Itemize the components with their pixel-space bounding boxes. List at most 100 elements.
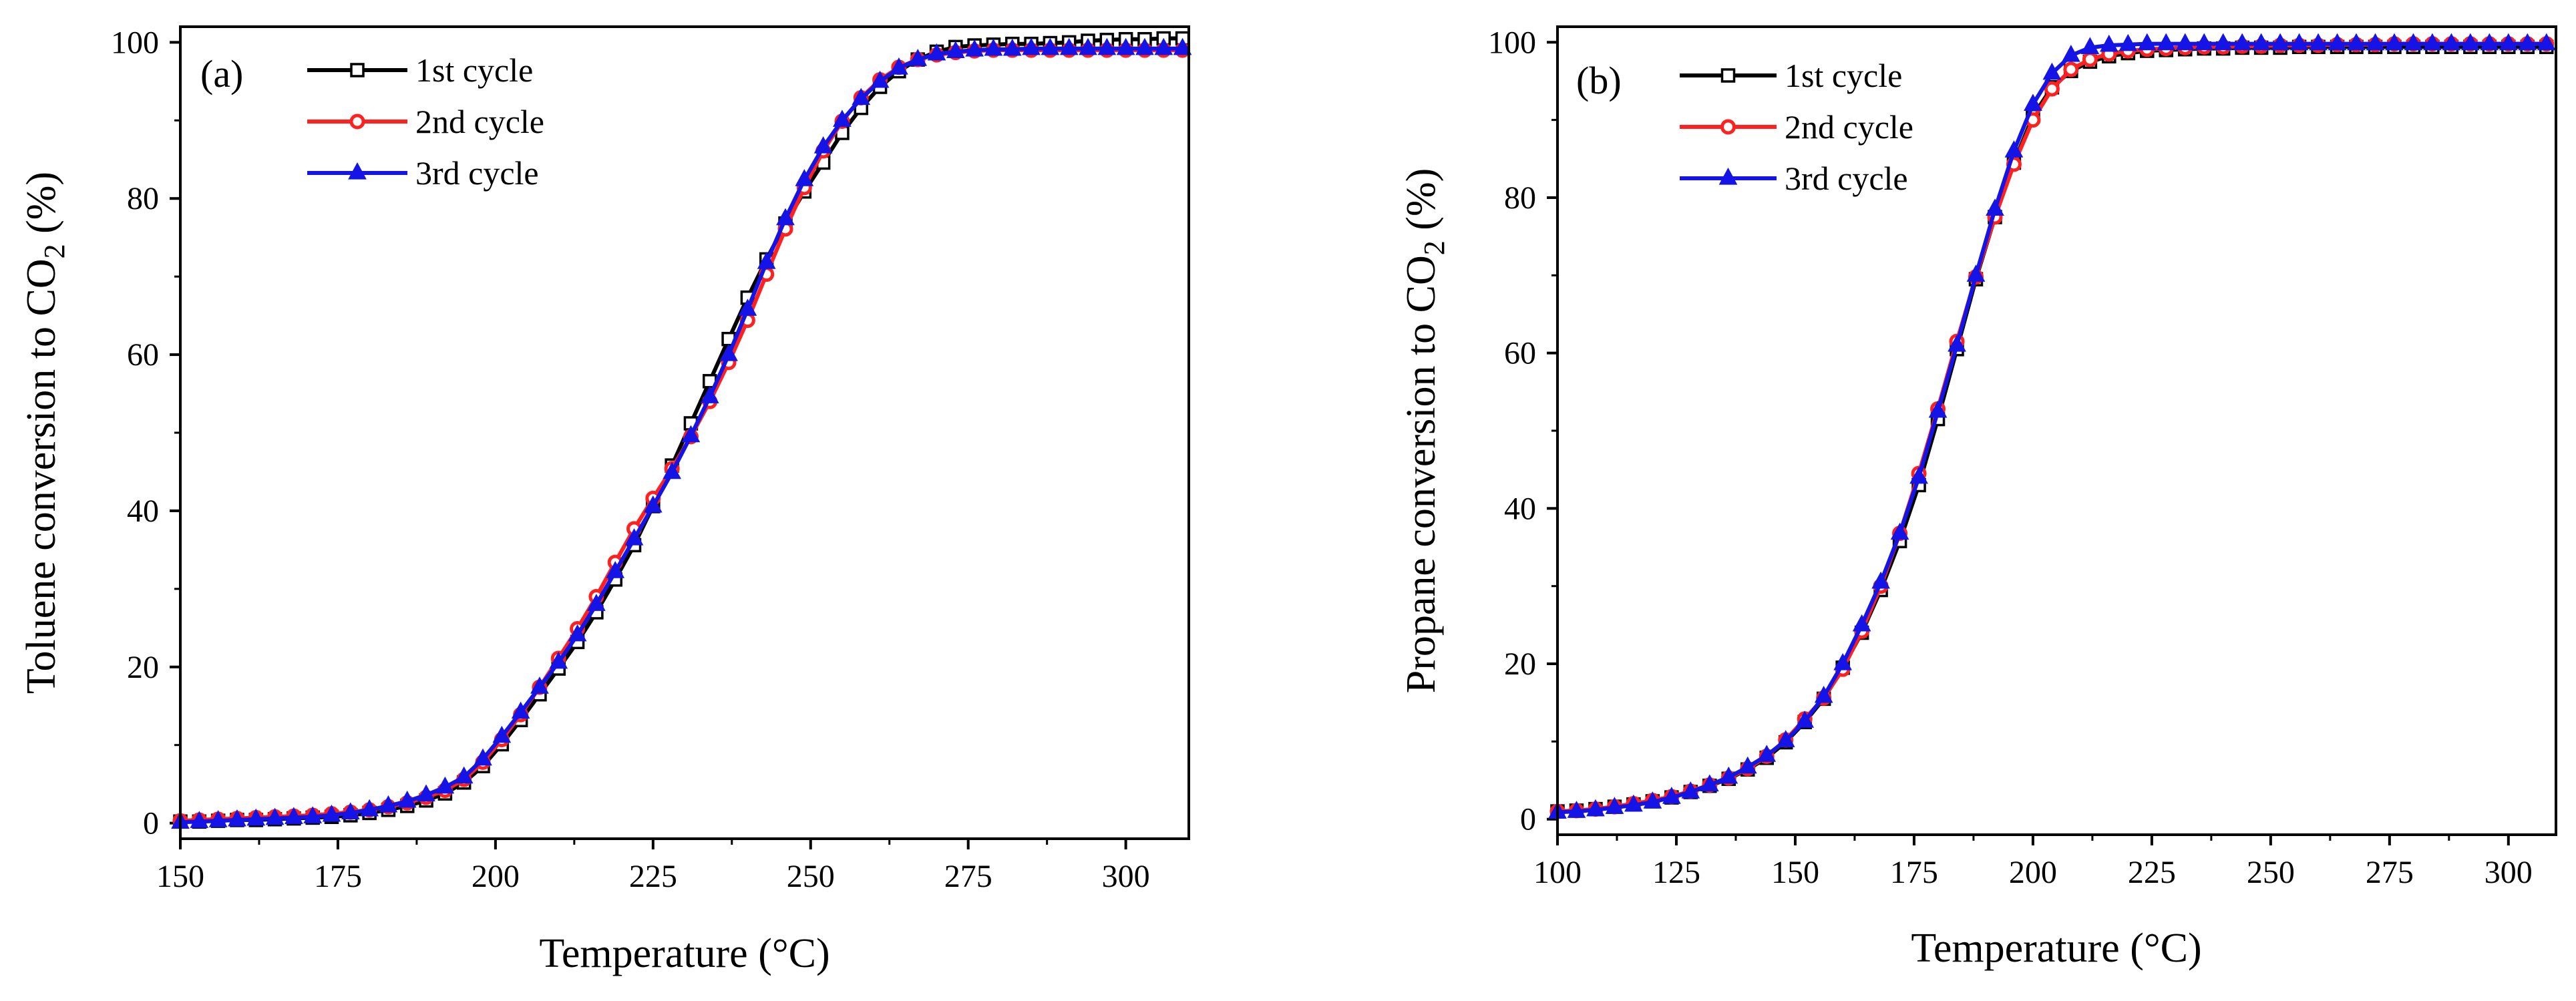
panel-b-point-3rd-cycle [2004,140,2024,158]
panel-b-point-3rd-cycle [2461,33,2480,51]
panel-b-point-3rd-cycle [1643,791,1662,809]
panel-a-point-3rd-cycle [606,561,625,578]
panel-a-legend-marker-1st-cycle [350,63,365,77]
panel-b-point-3rd-cycle [1662,787,1681,804]
panel-b-point-3rd-cycle [1928,400,1948,418]
panel-a-point-3rd-cycle [246,808,266,826]
panel-a-point-3rd-cycle [984,38,1003,56]
panel-a-point-3rd-cycle [360,799,379,817]
panel-b-label: (b) [1576,59,1622,102]
panel-a-y-tick-label: 40 [127,493,159,529]
panel-a-point-3rd-cycle [587,594,606,611]
panel-b-point-3rd-cycle [2137,33,2157,51]
panel-a-point-3rd-cycle [285,807,303,825]
panel-b-series-3rd-cycle [1548,33,2556,819]
panel-a-series-3rd-cycle [171,37,1192,829]
panel-a-point-3rd-cycle [663,461,681,479]
panel-b-legend-label-3rd-cycle: 3rd cycle [1785,160,1908,197]
panel-a-point-3rd-cycle [511,701,530,719]
panel-a-point-3rd-cycle [908,49,928,66]
panel-a-x-axis-title: Temperature (°C) [539,931,830,976]
panel-a-point-3rd-cycle [776,208,795,226]
panel-a-point-3rd-cycle [624,528,644,546]
panel-a-legend-symbol-1st-cycle [350,63,365,77]
panel-b-point-2nd-cycle [2082,51,2098,67]
panel-a-point-3rd-cycle [303,806,323,823]
panel-b-y-tick-label: 40 [1504,491,1536,526]
panel-a-legend-entry-3rd-cycle: 3rd cycle [307,154,539,192]
panel-a-point-3rd-cycle [738,298,757,316]
panel-a-point-3rd-cycle [757,252,776,269]
panel-a-point-3rd-cycle [1022,37,1041,55]
panel-b-x-axis-title: Temperature (°C) [1911,926,2201,971]
panel-b-point-3rd-cycle [2175,33,2195,51]
panel-b-x-tick-label: 250 [2247,855,2295,890]
panel-b-point-2nd-cycle [2063,61,2079,77]
panel-b-point-3rd-cycle [2328,33,2347,51]
panel-a-point-3rd-cycle [435,776,455,794]
panel-b-point-3rd-cycle [1700,774,1719,792]
panel-a-y-tick-label: 80 [127,181,159,216]
panel-b-point-3rd-cycle [1719,766,1738,784]
panel-b-point-3rd-cycle [2404,33,2423,51]
panel-a-x-tick-label: 275 [944,859,992,894]
panel-a-y-axis-title-main: Toluene conversion to CO [19,258,64,694]
panel-a-legend-label-2nd-cycle: 2nd cycle [415,103,544,140]
panel-a-point-3rd-cycle [643,495,663,513]
panel-b-point-3rd-cycle [2480,33,2499,51]
panel-b-x-tick-label: 125 [1652,855,1700,890]
panel-b-legend-label-2nd-cycle: 2nd cycle [1785,108,1913,146]
panel-b-point-3rd-cycle [2119,33,2138,51]
panel-b-point-3rd-cycle [1605,797,1624,814]
panel-a-point-3rd-cycle [833,110,852,127]
panel-b-point-3rd-cycle [1833,653,1852,670]
panel-b-y-tick-label: 100 [1488,25,1536,60]
panel-a-point-3rd-cycle [530,676,549,694]
panel-a-plot-frame [179,25,1190,840]
panel-a-point-3rd-cycle [322,804,341,822]
panel-a-legend-symbol-2nd-cycle [349,114,365,130]
panel-b-x-tick-label: 175 [1890,855,1938,890]
panel-b-point-3rd-cycle [2271,33,2289,51]
panel-b-point-3rd-cycle [2233,33,2251,51]
panel-b-legend-symbol-1st-cycle [1720,68,1736,83]
panel-a-point-3rd-cycle [549,651,568,669]
panel-b-propane-chart: 100 125 150 175 200 225 250 275 300 0 20 40 60 80100 … [1399,25,2557,971]
panel-b-point-3rd-cycle [2062,45,2080,62]
panel-a-y-tick-label: 20 [127,650,159,685]
panel-b-point-3rd-cycle [1738,756,1757,774]
panel-b-legend-label-1st-cycle: 1st cycle [1785,57,1902,94]
panel-a-label: (a) [200,52,243,95]
panel-a-legend-entry-2nd-cycle: 2nd cycle [307,103,544,140]
panel-b-y-axis-title: Propane conversion to CO2 (%) [1399,168,1451,694]
panel-b-x-tick-label: 200 [2009,855,2057,890]
panel-a-point-3rd-cycle [890,57,908,75]
panel-b-legend-marker-1st-cycle [1720,68,1736,83]
panel-a-point-3rd-cycle [1041,37,1060,55]
panel-b-point-3rd-cycle [2042,62,2062,80]
panel-a-y-axis-title-subscript: 2 [38,244,71,258]
panel-a-point-3rd-cycle [190,811,209,828]
panel-a-point-3rd-cycle [397,790,417,808]
panel-a-point-3rd-cycle [228,809,246,827]
panel-a-point-3rd-cycle [454,766,474,784]
panel-b-y-axis-title-subscript: 2 [1418,240,1451,255]
panel-b-legend-entry-1st-cycle: 1st cycle [1680,57,1902,94]
panel-a-point-3rd-cycle [379,795,398,813]
panel-a-point-3rd-cycle [341,802,360,820]
panel-b-legend-marker-3rd-cycle [1718,167,1738,185]
panel-b-point-3rd-cycle [2537,33,2556,51]
panel-a-point-3rd-cycle [1097,37,1117,55]
panel-b-point-3rd-cycle [1890,522,1909,540]
panel-b-y-axis-title-unit: (%) [1399,168,1444,240]
panel-b-x-tick-label: 300 [2485,855,2533,890]
panel-b-point-3rd-cycle [1909,466,1928,484]
panel-b-y-tick-label: 80 [1504,180,1536,216]
panel-b-point-3rd-cycle [1966,264,1986,282]
panel-a-point-3rd-cycle [719,344,738,361]
panel-a-point-3rd-cycle [927,43,946,61]
panel-a-point-3rd-cycle [1059,37,1079,55]
panel-b-point-3rd-cycle [2024,93,2042,111]
panel-a-point-3rd-cycle [208,810,228,827]
panel-a-point-3rd-cycle [965,39,984,57]
